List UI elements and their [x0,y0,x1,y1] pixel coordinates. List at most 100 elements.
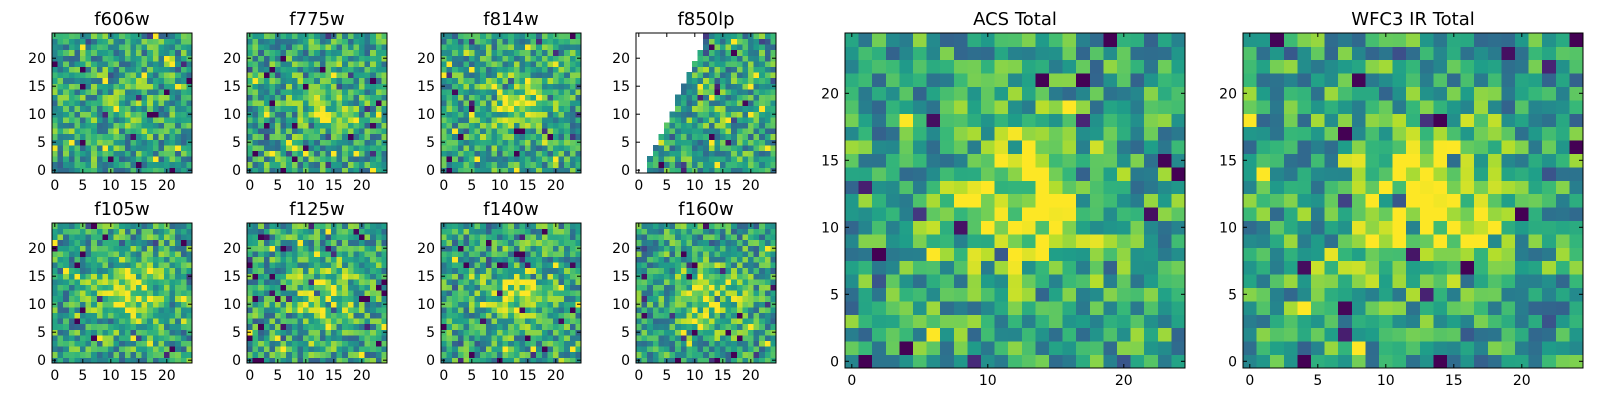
heatmap-cell [113,312,120,319]
heatmap-cell [130,295,137,302]
heatmap-cell [342,122,349,129]
heatmap-cell [547,122,554,129]
heatmap-cell [513,239,520,246]
heatmap-cell [736,340,743,347]
heatmap-cell [641,301,648,308]
heatmap-cell [180,117,187,123]
heatmap-cell [119,340,126,347]
heatmap-cell [269,145,276,151]
heatmap-cell [85,351,92,358]
heatmap-cell [152,150,159,157]
heatmap-cell [258,105,265,112]
heatmap-cell [102,318,109,325]
heatmap-cell [736,323,743,330]
heatmap-cell [647,340,654,347]
heatmap-cell [547,262,554,269]
heatmap-cell [497,245,503,252]
heatmap-cell [525,44,531,51]
heatmap-cells [636,223,777,364]
heatmap-cell [658,256,665,263]
heatmap-cell [569,150,576,157]
heatmap-cell [364,262,371,269]
heatmap-cell [359,290,365,297]
heatmap-cell [708,273,715,280]
heatmap-cell [147,66,154,73]
heatmap-cell [331,301,337,308]
heatmap-cell [553,279,559,285]
heatmap-cell [692,133,698,140]
heatmap-cell [325,77,332,84]
heatmap-cell [680,323,687,330]
heatmap-cell [764,335,771,341]
heatmap-cell [96,122,103,129]
heatmap-cell [708,346,715,353]
heatmap-cell [759,33,766,39]
heatmap-cell [569,94,576,101]
heatmap-cell [652,245,659,252]
heatmap-cell [463,66,470,73]
heatmap-cell [703,346,710,353]
heatmap-cell [519,228,526,235]
heatmap-cell [303,83,309,90]
heatmap-cell [641,239,648,246]
heatmap-cell [541,312,548,319]
heatmap-cell [469,133,475,140]
heatmap-cell [364,340,371,347]
heatmap-cell [675,301,682,308]
heatmap-cell [558,228,565,235]
heatmap-cell [714,83,721,90]
heatmap-cell [314,329,321,336]
heatmap-cell [141,111,148,118]
heatmap-cell [370,262,377,269]
heatmap-cell [52,346,58,353]
heatmap-cell [564,128,571,135]
heatmap-cell [569,49,576,56]
heatmap-cell [375,256,382,263]
heatmap-cell [314,38,321,45]
heatmap-cell [680,346,687,353]
heatmap-cell [68,61,75,67]
heatmap-cell [147,245,154,252]
heatmap-cell [175,72,182,79]
heatmap-cell [280,161,287,168]
heatmap-cell [336,49,343,56]
heatmap-cell [731,150,738,157]
heatmap-cell [303,239,309,246]
heatmap-cell [247,279,253,285]
heatmap-cell [91,323,98,330]
heatmap-cell [736,245,743,252]
heatmap-cell [152,55,159,62]
heatmap-cell [736,279,743,285]
heatmap-cell [119,329,126,336]
heatmap-cell [108,307,114,313]
heatmap-cell [119,156,126,163]
heatmap-cell [119,100,126,107]
heatmap-cell [158,128,165,135]
heatmap-cell [536,38,543,45]
heatmap-cell [469,61,475,67]
heatmap-cell [530,156,537,163]
heatmap-cell [530,329,537,336]
heatmap-cell [536,83,543,90]
heatmap-cell [124,307,131,313]
heatmap-cell [441,128,447,135]
heatmap-cell [669,122,676,129]
heatmap-cell [331,346,337,353]
heatmap-cell [63,262,70,269]
heatmap-cell [669,128,676,135]
heatmap-cell [57,128,64,135]
heatmap-cell [164,117,170,123]
heatmap-cell [764,49,771,56]
heatmap-cell [336,156,343,163]
heatmap-cell [74,111,81,118]
heatmap-cell [152,295,159,302]
heatmap-cell [441,133,447,140]
heatmap-cell [347,156,354,163]
heatmap-cell [336,38,343,45]
heatmap-cell [441,44,447,51]
heatmap-cell [569,44,576,51]
heatmap-cell [714,94,721,101]
heatmap-cell [52,262,58,269]
heatmap-cell [731,318,738,325]
heatmap-cell [497,318,503,325]
